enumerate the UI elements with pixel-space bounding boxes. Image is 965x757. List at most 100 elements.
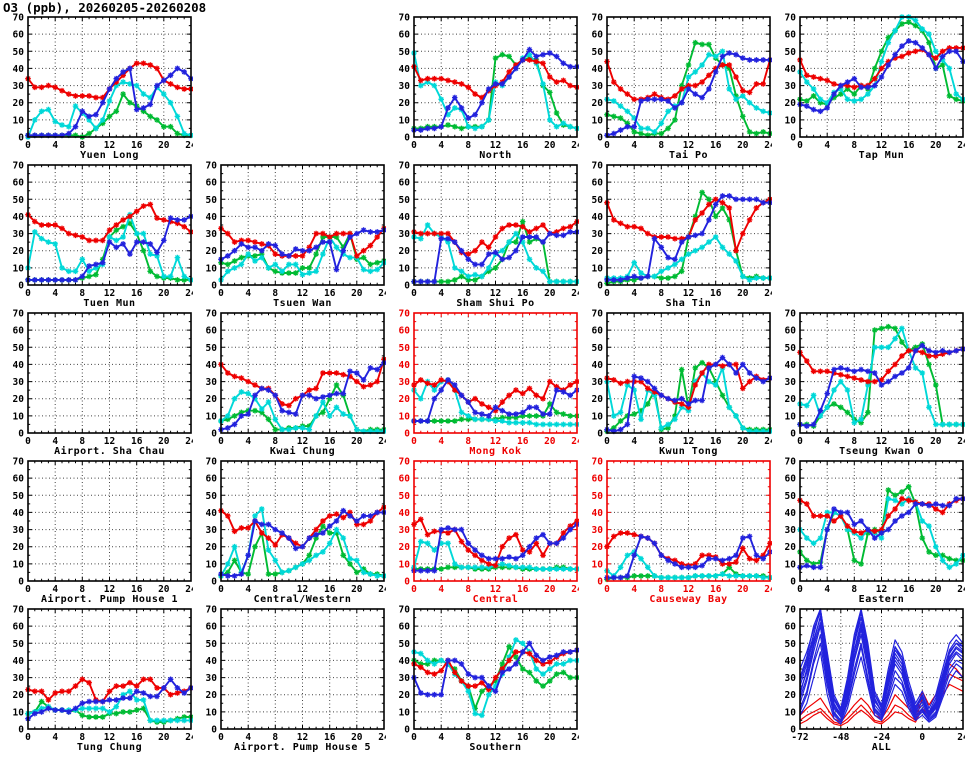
svg-text:8: 8	[465, 584, 471, 595]
svg-text:0: 0	[211, 281, 217, 292]
svg-text:10: 10	[785, 411, 797, 422]
svg-text:4: 4	[245, 732, 251, 743]
svg-text:24: 24	[378, 584, 386, 595]
chart-central: 0 10 20 30 40 50 60 70 0 4 8 12 16 20 24 Central	[386, 457, 583, 606]
svg-text:0: 0	[211, 577, 217, 588]
svg-text:4: 4	[245, 436, 251, 447]
chart-svg: 0 10 20 30 40 50 60 70 0 4 8 12 16 20 24 Airport. Pump …	[206, 605, 390, 754]
chart-kwun-tong: 0 10 20 30 40 50 60 70 0 4 8 12 16 20 24 Kwun Tong	[579, 309, 776, 458]
svg-text:8: 8	[658, 140, 664, 151]
svg-text:50: 50	[13, 491, 25, 502]
svg-text:50: 50	[13, 195, 25, 206]
svg-text:20: 20	[158, 288, 170, 299]
chart-airport-pump-house-5: 0 10 20 30 40 50 60 70 0 4 8 12 16 20 24 Airport. Pump …	[193, 605, 390, 754]
svg-text:16: 16	[710, 436, 722, 447]
svg-text:50: 50	[399, 639, 411, 650]
svg-text:70: 70	[592, 13, 604, 24]
svg-text:30: 30	[399, 673, 411, 684]
svg-text:50: 50	[592, 491, 604, 502]
svg-text:70: 70	[206, 457, 218, 468]
svg-text:10: 10	[785, 559, 797, 570]
svg-text:Tung Chung: Tung Chung	[77, 742, 142, 753]
svg-text:24: 24	[957, 584, 965, 595]
chart-svg: 0 10 20 30 40 50 60 70 0 4 8 12 16 20 24 Airport. Pump …	[13, 457, 197, 606]
svg-text:0: 0	[604, 140, 610, 151]
svg-text:8: 8	[79, 436, 85, 447]
svg-text:16: 16	[324, 288, 336, 299]
svg-text:40: 40	[13, 212, 25, 223]
svg-text:0: 0	[18, 429, 24, 440]
svg-text:12: 12	[876, 140, 887, 151]
svg-text:4: 4	[631, 436, 637, 447]
svg-text:0: 0	[218, 436, 224, 447]
svg-text:30: 30	[13, 81, 25, 92]
svg-text:16: 16	[131, 584, 143, 595]
svg-text:0: 0	[597, 577, 603, 588]
svg-text:24: 24	[571, 140, 579, 151]
svg-text:30: 30	[13, 525, 25, 536]
svg-text:20: 20	[351, 288, 363, 299]
svg-text:60: 60	[785, 326, 797, 337]
svg-text:30: 30	[592, 229, 604, 240]
svg-text:16: 16	[131, 436, 143, 447]
svg-text:8: 8	[465, 732, 471, 743]
svg-text:4: 4	[52, 288, 58, 299]
svg-text:60: 60	[399, 622, 411, 633]
svg-text:20: 20	[785, 98, 797, 109]
svg-text:12: 12	[683, 140, 694, 151]
svg-text:70: 70	[592, 457, 604, 468]
svg-text:70: 70	[399, 457, 411, 468]
svg-text:24: 24	[571, 436, 579, 447]
chart-sham-shui-po: 0 10 20 30 40 50 60 70 0 4 8 12 16 20 24 Sham Shui Po	[386, 161, 583, 310]
svg-text:20: 20	[158, 732, 170, 743]
svg-text:30: 30	[785, 81, 797, 92]
svg-text:30: 30	[206, 525, 218, 536]
svg-text:0: 0	[18, 281, 24, 292]
svg-text:Central: Central	[473, 594, 519, 605]
svg-text:70: 70	[13, 605, 25, 616]
svg-text:Mong Kok: Mong Kok	[469, 446, 521, 457]
svg-text:40: 40	[785, 508, 797, 519]
svg-text:12: 12	[876, 436, 887, 447]
svg-text:8: 8	[465, 288, 471, 299]
svg-text:40: 40	[399, 64, 411, 75]
svg-text:8: 8	[272, 288, 278, 299]
chart-svg: 0 10 20 30 40 50 60 70 0 4 8 12 16 20 24 Tap Mun	[785, 13, 965, 161]
svg-text:Eastern: Eastern	[859, 594, 905, 605]
svg-text:4: 4	[438, 732, 444, 743]
svg-text:0: 0	[218, 732, 224, 743]
svg-text:60: 60	[13, 622, 25, 633]
svg-text:60: 60	[399, 178, 411, 189]
svg-text:20: 20	[399, 690, 411, 701]
svg-text:40: 40	[206, 508, 218, 519]
svg-text:24: 24	[957, 732, 965, 743]
svg-text:10: 10	[206, 263, 218, 274]
svg-text:0: 0	[790, 725, 796, 736]
svg-text:20: 20	[592, 394, 604, 405]
svg-text:50: 50	[399, 343, 411, 354]
svg-text:60: 60	[206, 178, 218, 189]
svg-text:8: 8	[79, 288, 85, 299]
svg-text:40: 40	[785, 360, 797, 371]
svg-text:-72: -72	[791, 732, 808, 743]
svg-text:16: 16	[324, 584, 336, 595]
svg-text:40: 40	[399, 360, 411, 371]
svg-text:8: 8	[658, 436, 664, 447]
svg-text:30: 30	[206, 673, 218, 684]
svg-text:16: 16	[903, 140, 915, 151]
svg-text:60: 60	[13, 326, 25, 337]
svg-text:40: 40	[592, 64, 604, 75]
svg-text:24: 24	[957, 140, 965, 151]
svg-text:70: 70	[206, 605, 218, 616]
svg-text:24: 24	[185, 436, 193, 447]
svg-text:Tuen Mun: Tuen Mun	[83, 298, 135, 309]
chart-tuen-mun: 0 10 20 30 40 50 60 70 0 4 8 12 16 20 24 Tuen Mun	[0, 161, 197, 310]
svg-text:0: 0	[25, 436, 31, 447]
chart-svg: 0 10 20 30 40 50 60 70 0 4 8 12 16 20 24 Tung Chung	[13, 605, 197, 754]
svg-text:8: 8	[851, 584, 857, 595]
chart-svg: 0 10 20 30 40 50 60 70 0 4 8 12 16 20 24 Southern	[399, 605, 583, 754]
svg-text:16: 16	[131, 288, 143, 299]
svg-text:40: 40	[206, 212, 218, 223]
svg-text:16: 16	[517, 732, 529, 743]
svg-text:60: 60	[206, 326, 218, 337]
